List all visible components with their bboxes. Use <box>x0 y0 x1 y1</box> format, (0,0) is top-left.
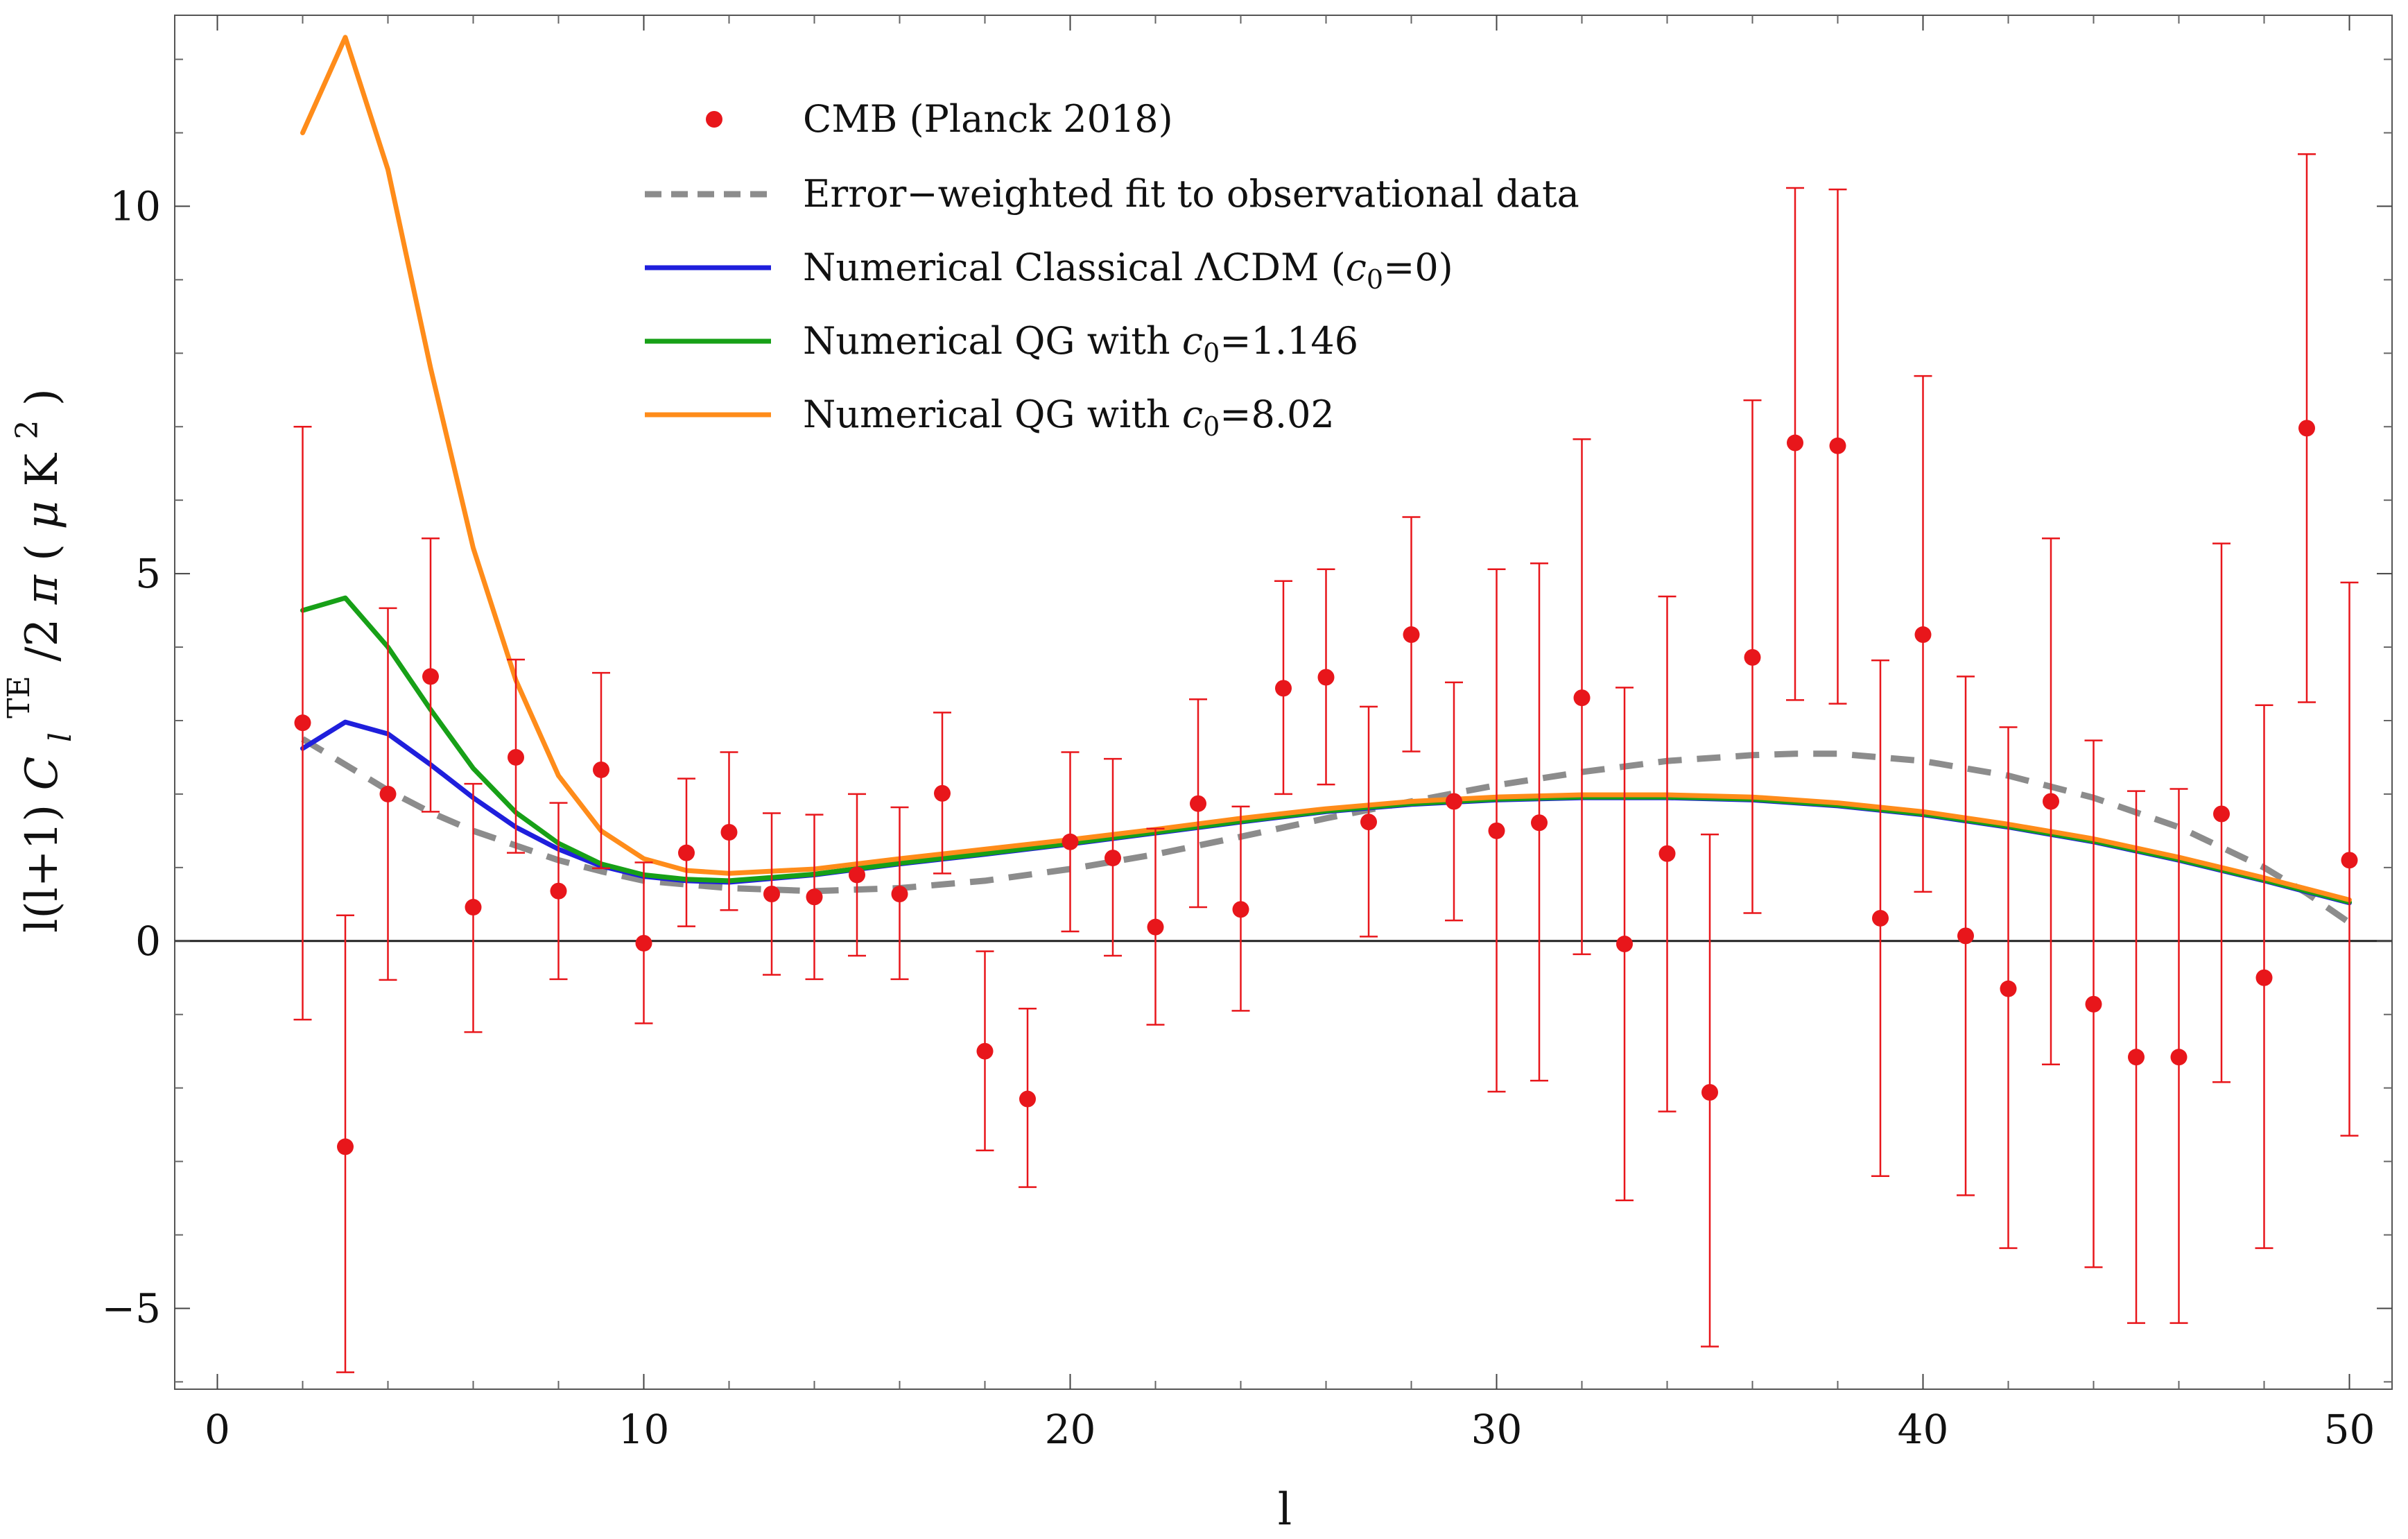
cmb-data-point <box>1317 669 1335 686</box>
cmb-data-point <box>2000 980 2017 997</box>
cmb-data-point <box>294 714 311 732</box>
cmb-data-point <box>1872 909 1889 927</box>
y-axis-title-mu: μ <box>17 501 68 530</box>
cmb-data-point <box>465 899 482 916</box>
legend-entry-qg-1146: Numerical QG with c0=1.146 <box>645 319 1358 368</box>
cmb-data-point <box>976 1042 994 1060</box>
legend-entry-fit: Error−weighted fit to observational data <box>645 172 1579 216</box>
y-tick-label: 10 <box>110 182 161 230</box>
tick-layer: 0 10 20 30 40 50 −5 0 5 10 <box>102 15 2392 1453</box>
x-tick-label: 0 <box>205 1406 230 1453</box>
cmb-data-point <box>678 844 695 861</box>
y-axis-title-unit: ( <box>17 530 68 561</box>
y-axis-title-div: /2 <box>17 619 68 662</box>
y-axis-title-close: ) <box>17 388 68 406</box>
x-tick-label: 30 <box>1471 1406 1523 1453</box>
cmb-data-point <box>1105 850 1121 867</box>
cmb-data-point <box>1062 833 1079 850</box>
y-axis-title-sup: TE <box>1 676 37 718</box>
cmb-data-point <box>720 824 738 841</box>
cmb-data-point <box>763 885 780 902</box>
legend-entry-classical: Numerical Classical ΛCDM (c0=0) <box>645 246 1453 295</box>
legend-label-qg-1146: Numerical QG with c0=1.146 <box>803 319 1358 368</box>
plot-border <box>174 15 2393 1390</box>
y-axis-title-K: K <box>17 453 68 487</box>
y-tick-label: 5 <box>135 550 161 597</box>
cmb-data-point <box>2341 852 2358 869</box>
cmb-data-point <box>2298 420 2315 437</box>
x-axis-title: l <box>1278 1484 1292 1536</box>
cmb-data-point <box>1190 795 1206 812</box>
cmb-data-point <box>635 934 652 952</box>
y-tick-label: 0 <box>135 918 161 965</box>
cmb-data-point <box>1616 936 1633 953</box>
cmb-data-point <box>2213 805 2230 823</box>
cmb-data-point <box>1573 689 1591 707</box>
cmb-data-point <box>1232 901 1249 918</box>
legend-marker-cmb <box>706 111 722 128</box>
cmb-data-point <box>1403 626 1420 644</box>
y-axis-title-C: C <box>17 756 68 790</box>
legend-entry-cmb: CMB (Planck 2018) <box>706 97 1173 141</box>
legend-label-classical: Numerical Classical ΛCDM (c0=0) <box>803 246 1453 295</box>
cmb-data-point <box>1658 845 1676 862</box>
cmb-data-point <box>2085 995 2102 1013</box>
cmb-data-point <box>849 866 865 884</box>
cmb-data-point <box>1914 626 1932 644</box>
cmb-data-point <box>508 748 524 766</box>
cmb-data-point <box>934 784 951 802</box>
legend-entry-qg-802: Numerical QG with c0=8.02 <box>645 393 1335 442</box>
cmb-data-point <box>1488 822 1505 839</box>
cmb-data-point <box>1147 918 1164 936</box>
cmb-data-point <box>1829 437 1846 454</box>
cmb-data-point <box>593 761 609 778</box>
y-axis-title-pi: π <box>17 574 68 605</box>
y-axis-title-l: l(l+1) <box>17 790 68 933</box>
x-tick-label: 40 <box>1898 1406 1949 1453</box>
cmb-data-point <box>1787 434 1803 452</box>
x-tick-label: 10 <box>618 1406 670 1453</box>
cmb-data-point <box>1744 648 1761 666</box>
legend-label-cmb: CMB (Planck 2018) <box>803 97 1173 141</box>
cmb-data-point <box>2043 793 2059 810</box>
cmb-data-point <box>1701 1084 1718 1101</box>
y-axis-title: l(l+1) C l TE /2 π ( μ K 2 ) <box>0 388 82 933</box>
cmb-data-point <box>2128 1049 2145 1066</box>
data-point-layer <box>294 420 2358 1155</box>
svg-text:l(l+1) C l: l(l+1) C l TE /2 π ( μ K 2 ) <box>0 388 82 933</box>
cmb-data-point <box>337 1138 354 1155</box>
cmb-data-point <box>1275 680 1292 697</box>
legend-label-fit: Error−weighted fit to observational data <box>803 172 1579 216</box>
cmb-data-point <box>891 885 908 902</box>
y-axis-title-sub: l <box>43 732 78 742</box>
cmb-data-point <box>422 668 439 685</box>
x-tick-label: 50 <box>2324 1406 2375 1453</box>
cmb-data-point <box>1531 814 1548 832</box>
cmb-data-point <box>1957 927 1974 945</box>
x-tick-label: 20 <box>1045 1406 1096 1453</box>
cmb-data-point <box>2255 969 2273 986</box>
cmb-data-point <box>1019 1090 1036 1108</box>
cmb-data-point <box>550 882 567 900</box>
cmb-data-point <box>806 888 823 906</box>
legend: CMB (Planck 2018) Error−weighted fit to … <box>645 97 1579 442</box>
cmb-data-point <box>379 785 397 802</box>
legend-label-qg-802: Numerical QG with c0=8.02 <box>803 393 1335 442</box>
plot-frame <box>174 15 2393 1390</box>
y-axis-title-sq: 2 <box>10 420 45 439</box>
cmb-data-point <box>2170 1049 2188 1066</box>
y-tick-label: −5 <box>102 1284 162 1332</box>
cmb-data-point <box>1446 793 1462 810</box>
cmb-data-point <box>1360 814 1377 831</box>
series-layer <box>300 35 2352 926</box>
